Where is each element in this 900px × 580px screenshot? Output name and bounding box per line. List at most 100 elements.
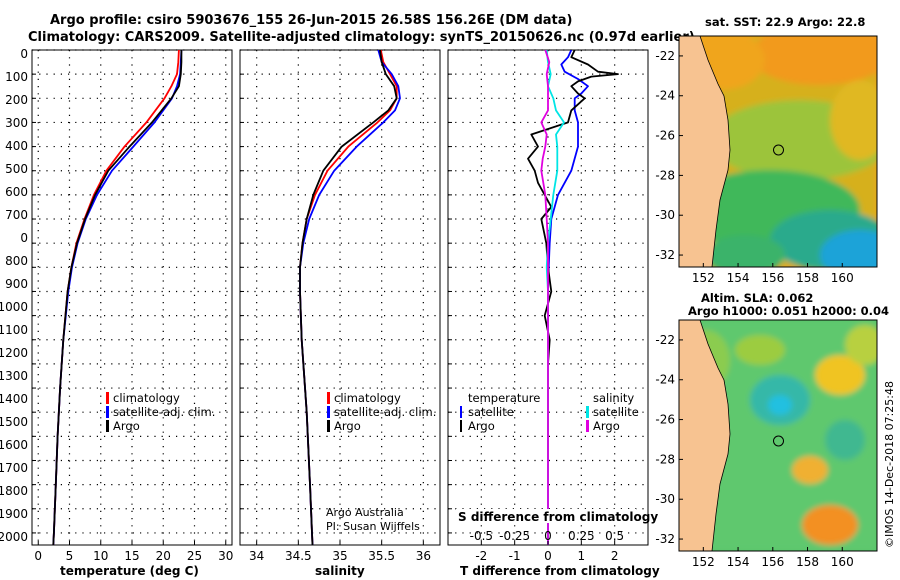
legend-swatch-argo bbox=[106, 420, 109, 432]
s-diff-tick-label: -0.25 bbox=[499, 529, 530, 543]
temperature-panel: 0 5 10 15 20 25 30 temperature (deg C) climato… bbox=[31, 49, 233, 578]
s-diff-tick-label: -0.5 bbox=[470, 529, 493, 543]
depth-tick-label: 1200 bbox=[0, 346, 28, 360]
difference-panel: -2 -1 0 1 2 -0.5 -0.25 0 0.25 0.5 S difference f… bbox=[447, 49, 660, 578]
legend-label-t-satellite: satellite bbox=[468, 405, 514, 419]
x-tick-label: 35.5 bbox=[368, 549, 395, 563]
legend-label-t-argo: Argo bbox=[468, 419, 495, 433]
legend-heading-salinity: salinity bbox=[593, 391, 634, 405]
salinity-panel: 34 34.5 35 35.5 36 salinity climatology sate… bbox=[239, 49, 441, 578]
map-x-tick-label: 160 bbox=[831, 555, 854, 569]
map-x-tick-label: 158 bbox=[796, 555, 819, 569]
map-x-tick-label: 152 bbox=[692, 555, 715, 569]
x-tick-label: 20 bbox=[156, 549, 171, 563]
s-difference-xlabel: S difference from climatology bbox=[458, 510, 658, 524]
sla-map: 152 154 156 158 160 -22 -24 -26 -28 -30 -32 bbox=[655, 319, 878, 569]
map-y-tick-label: -28 bbox=[655, 452, 675, 466]
depth-tick-label: 2000 bbox=[0, 530, 28, 544]
map-y-tick-label: -22 bbox=[655, 333, 675, 347]
legend-label-climatology: climatology bbox=[334, 391, 401, 405]
sst-axis-ticks: 152 154 156 158 160 -22 -24 -26 -28 -30 -32 bbox=[655, 49, 853, 285]
s-diff-label-bg bbox=[456, 509, 636, 523]
temperature-xlabel: temperature (deg C) bbox=[60, 564, 199, 578]
legend-swatch-t-argo bbox=[460, 420, 462, 432]
legend-label-climatology: climatology bbox=[113, 391, 180, 405]
s-diff-tick-label: 0.25 bbox=[568, 529, 595, 543]
depth-tick-label: 200 bbox=[5, 93, 28, 107]
temperature-plot-frame bbox=[31, 49, 233, 546]
series-line-s-argo bbox=[540, 50, 551, 545]
depth-tick-label: 800 bbox=[5, 254, 28, 268]
depth-tick-label: 900 bbox=[5, 277, 28, 291]
x-tick-label: -2 bbox=[475, 549, 487, 563]
depth-tick-label: 1900 bbox=[0, 507, 28, 521]
temperature-legend: climatology satellite-adj. clim. Argo bbox=[106, 391, 215, 433]
depth-tick-label: 500 bbox=[5, 162, 28, 176]
map-x-tick-label: 160 bbox=[831, 271, 854, 285]
depth-axis-labels: 0 100 200 300 400 500 600 700 0 800 900 1000 1100 120… bbox=[0, 47, 28, 544]
sla-land bbox=[679, 320, 731, 551]
sla-frame bbox=[678, 319, 878, 552]
x-tick-label: 34 bbox=[249, 549, 264, 563]
depth-tick-label: 600 bbox=[5, 185, 28, 199]
legend-label-argo: Argo bbox=[113, 419, 140, 433]
s-diff-tick-label: 0.5 bbox=[605, 529, 624, 543]
depth-tick-label: 1000 bbox=[0, 300, 28, 314]
difference-legend-salinity: salinity satellite Argo bbox=[586, 391, 639, 433]
map-y-tick-label: -26 bbox=[655, 413, 675, 427]
map-y-tick-label: -32 bbox=[655, 532, 675, 546]
sst-argo-marker bbox=[773, 144, 784, 156]
legend-swatch-climatology bbox=[327, 392, 330, 404]
depth-tick-label: 0 bbox=[20, 231, 28, 245]
x-tick-label: 10 bbox=[93, 549, 108, 563]
map-y-tick-label: -24 bbox=[655, 89, 675, 103]
s-diff-tick-label: 0 bbox=[544, 529, 552, 543]
legend-label-satellite: satellite-adj. clim. bbox=[113, 405, 215, 419]
sla-map-subtitle: Argo h1000: 0.051 h2000: 0.04 bbox=[688, 304, 889, 318]
depth-tick-label: 700 bbox=[5, 208, 28, 222]
sst-land bbox=[679, 36, 731, 267]
depth-tick-label: 1800 bbox=[0, 484, 28, 498]
map-y-tick-label: -26 bbox=[655, 129, 675, 143]
title-line-1: Argo profile: csiro 5903676_155 26-Jun-2… bbox=[50, 13, 572, 28]
x-tick-label: 2 bbox=[611, 549, 619, 563]
map-y-tick-label: -30 bbox=[655, 208, 675, 222]
sst-map: 152 154 156 158 160 -22 -24 -26 -28 -30 -32 bbox=[655, 35, 878, 285]
salinity-xlabel: salinity bbox=[315, 564, 365, 578]
x-tick-label: 36 bbox=[416, 549, 431, 563]
salinity-difference-ticks: -0.5 -0.25 0 0.25 0.5 bbox=[470, 529, 625, 543]
map-y-tick-label: -32 bbox=[655, 248, 675, 262]
legend-label-satellite: satellite-adj. clim. bbox=[334, 405, 436, 419]
legend-swatch-t-satellite bbox=[460, 406, 462, 418]
x-tick-label: 15 bbox=[124, 549, 139, 563]
legend-heading-temperature: temperature bbox=[468, 391, 540, 405]
x-tick-label: 25 bbox=[187, 549, 202, 563]
temperature-grid bbox=[32, 49, 232, 545]
x-tick-label: 5 bbox=[66, 549, 74, 563]
map-y-tick-label: -22 bbox=[655, 49, 675, 63]
sla-map-title: Altim. SLA: 0.062 bbox=[701, 291, 813, 305]
map-y-tick-label: -30 bbox=[655, 492, 675, 506]
temperature-x-ticks: 0 5 10 15 20 25 30 bbox=[34, 541, 233, 563]
t-difference-xlabel: T difference from climatology bbox=[460, 564, 660, 578]
map-y-tick-label: -28 bbox=[655, 168, 675, 182]
legend-label-s-satellite: satellite bbox=[593, 405, 639, 419]
difference-lines bbox=[527, 50, 619, 545]
sla-argo-marker bbox=[773, 435, 784, 447]
difference-legend-temperature: temperature satellite Argo bbox=[460, 391, 540, 433]
legend-swatch-satellite bbox=[327, 406, 330, 418]
legend-swatch-argo bbox=[327, 420, 330, 432]
depth-tick-label: 400 bbox=[5, 139, 28, 153]
legend-swatch-satellite bbox=[106, 406, 109, 418]
x-tick-label: 34.5 bbox=[285, 549, 312, 563]
x-tick-label: 1 bbox=[578, 549, 586, 563]
depth-tick-label: 300 bbox=[5, 116, 28, 130]
map-x-tick-label: 156 bbox=[761, 271, 784, 285]
sst-map-image bbox=[679, 36, 877, 267]
salinity-lines bbox=[299, 50, 401, 545]
series-line-argo bbox=[52, 50, 183, 545]
depth-tick-label: 1500 bbox=[0, 415, 28, 429]
sla-axis-ticks: 152 154 156 158 160 -22 -24 -26 -28 -30 -32 bbox=[655, 333, 853, 569]
depth-tick-label: 1400 bbox=[0, 392, 28, 406]
